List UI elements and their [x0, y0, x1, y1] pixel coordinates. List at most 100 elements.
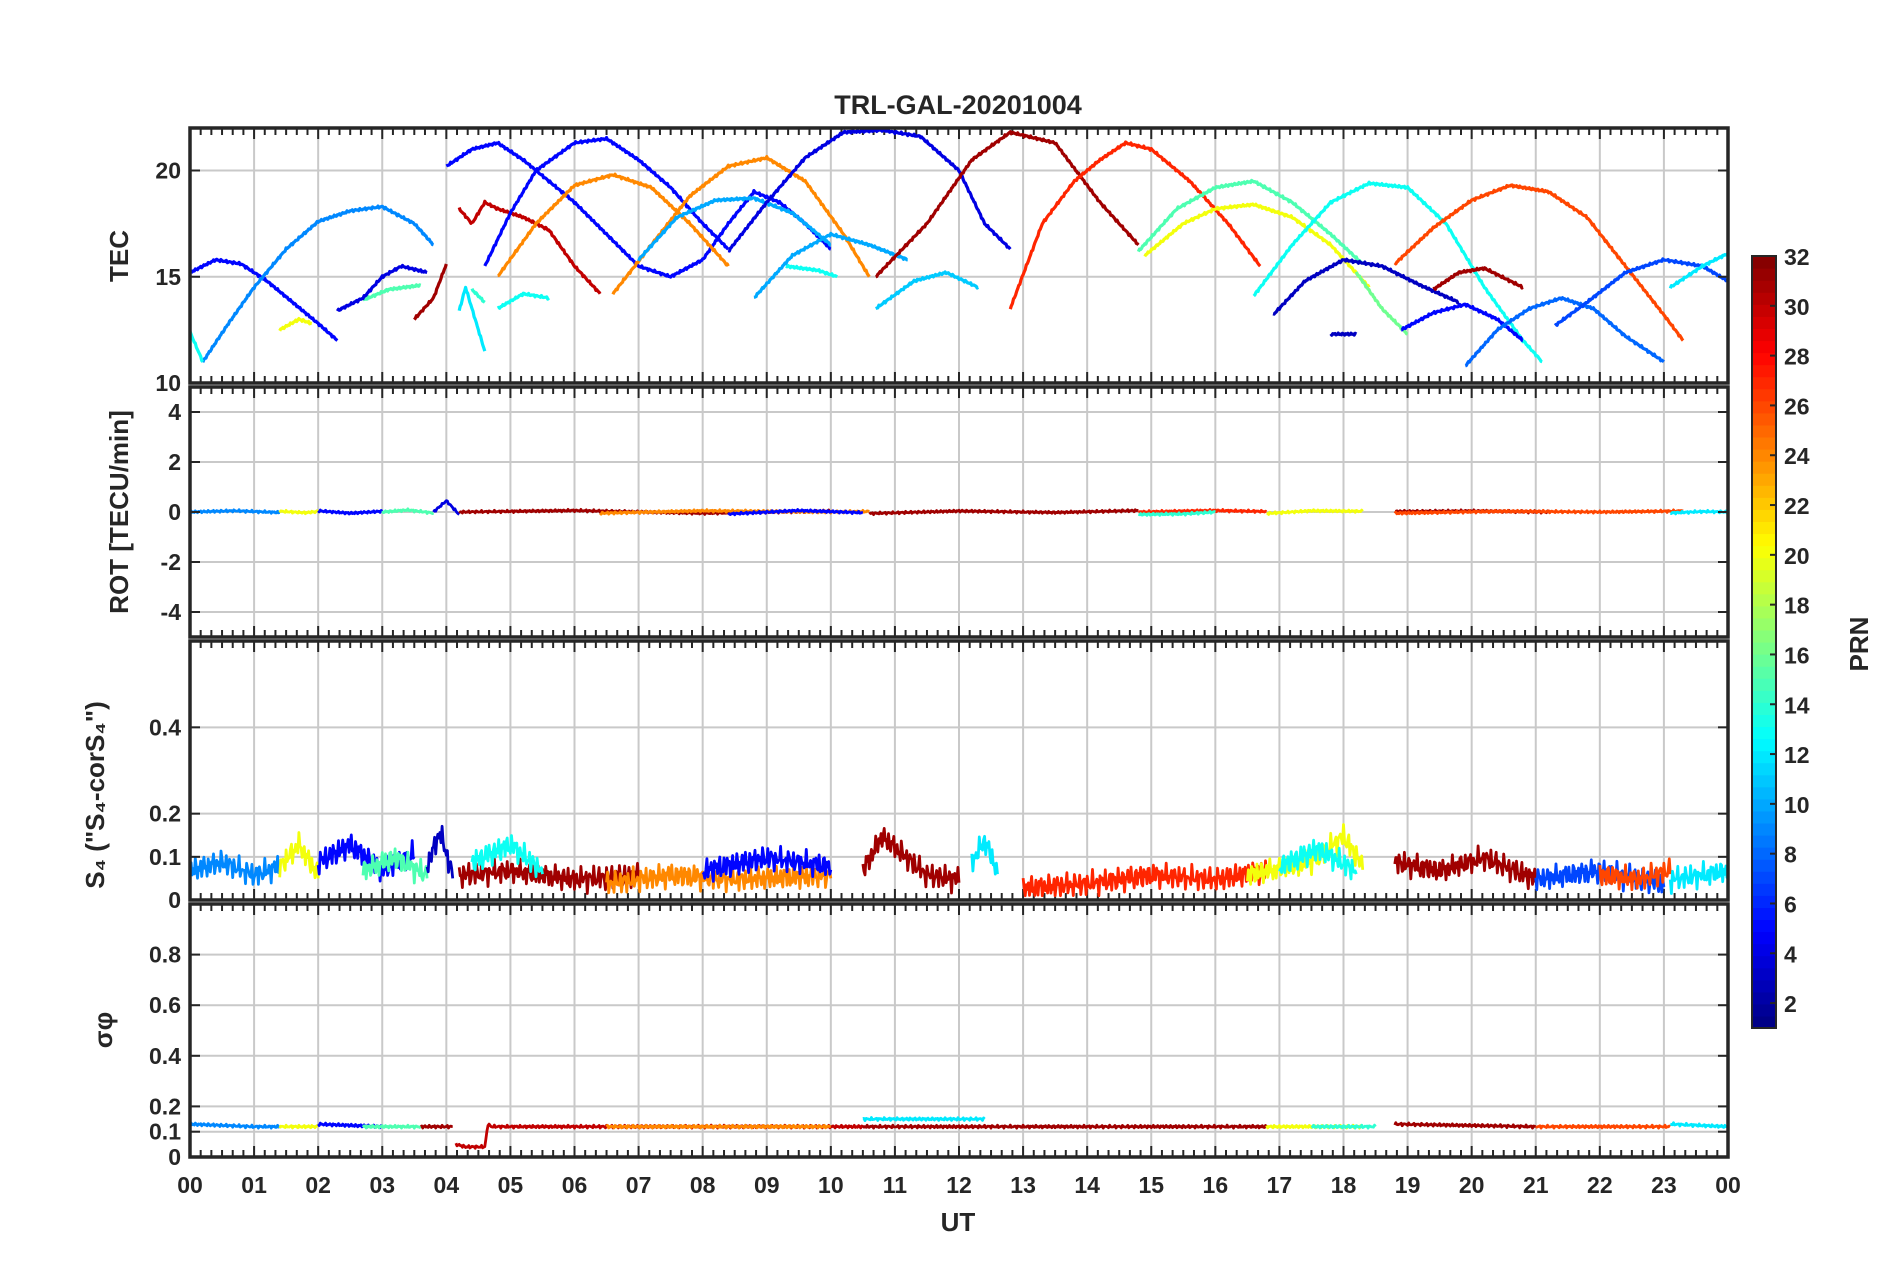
series-line-prn-24 [497, 172, 730, 278]
colorbar-cell [1752, 991, 1776, 1005]
y-tick-labels: 10 15 20 [155, 158, 1728, 396]
series-line-prn-31 [1393, 844, 1538, 891]
x-tick-label: 09 [754, 1172, 780, 1198]
panel-sigma_phi: 00.10.2 0.4 0.6 0.8 σφ [88, 902, 1730, 1170]
series-line-prn-31 [868, 508, 1139, 516]
series-line-prn-9 [190, 508, 281, 515]
series-line-prn-26 [1393, 183, 1685, 342]
colorbar-cell [1752, 617, 1776, 631]
x-tick-label: 00 [1715, 1172, 1741, 1198]
x-tick-label: 19 [1395, 1172, 1421, 1198]
y-tick-label: 0.2 [149, 801, 181, 827]
x-tick-labels: 00 01 02 03 04 05 06 07 08 09 10 11 12 13 14 15 16 17 18 19… [177, 1172, 1741, 1198]
series-group [190, 1116, 1728, 1150]
y-tick-labels: -4 -2 0 2 4 [161, 399, 1728, 625]
x-tick-label: 05 [498, 1172, 524, 1198]
series-line-prn-20 [278, 508, 320, 516]
colorbar-cell [1752, 907, 1776, 921]
colorbar-cell [1752, 545, 1776, 559]
y-axis-label-rot: ROT [TECU/min] [104, 410, 134, 614]
figure-title: TRL-GAL-20201004 [834, 90, 1082, 120]
colorbar-cell [1752, 943, 1776, 957]
colorbar-cell [1752, 847, 1776, 860]
colorbar-cell [1752, 798, 1776, 812]
colorbar-cell [1752, 461, 1776, 474]
series-line-prn-4 [727, 128, 1012, 253]
plot-frame [188, 639, 1730, 902]
colorbar-cell [1752, 919, 1776, 933]
x-tick-label: 11 [883, 1172, 908, 1198]
colorbar-cell [1752, 871, 1776, 884]
series-line-prn-31 [420, 1123, 454, 1130]
colorbar-cell [1752, 292, 1776, 305]
colorbar-cell [1752, 726, 1776, 740]
series-line-prn-9 [190, 849, 281, 886]
series-line-prn-8 [1464, 296, 1665, 368]
y-tick-label: 0 [168, 1144, 181, 1170]
colorbar-cell [1752, 436, 1776, 450]
colorbar-cell [1752, 1003, 1776, 1017]
series-line-prn-11 [875, 270, 980, 311]
colorbar-cell [1752, 256, 1776, 269]
series-line-prn-14 [1137, 509, 1216, 517]
series-line-prn-12 [970, 834, 999, 876]
series-line-prn-20 [1266, 508, 1364, 516]
colorbar-cell [1752, 967, 1776, 981]
colorbar-cell [1752, 1015, 1776, 1029]
colorbar-cell [1752, 569, 1776, 583]
colorbar-cell [1752, 762, 1776, 776]
series-line-prn-5 [190, 257, 339, 342]
series-line-prn-24 [605, 1123, 832, 1130]
colorbar-cell [1752, 376, 1776, 390]
colorbar-tick-label: 10 [1784, 792, 1810, 818]
plot-frame [188, 126, 1730, 385]
y-tick-label: 0.1 [149, 844, 181, 870]
colorbar-cell [1752, 810, 1776, 824]
colorbar-cell [1752, 304, 1776, 317]
x-tick-label: 02 [305, 1172, 331, 1198]
series-line-prn-31 [413, 263, 448, 321]
x-tick-label: 16 [1203, 1172, 1229, 1198]
series-line-prn-5 [483, 135, 730, 267]
x-tick-label: 01 [241, 1172, 267, 1198]
colorbar-cell [1752, 473, 1776, 486]
colorbar-cell [1752, 690, 1776, 703]
series-line-prn-30 [457, 199, 602, 295]
colorbar-cell [1752, 859, 1776, 872]
colorbar-cell [1752, 714, 1776, 728]
series-line-prn-9 [201, 204, 435, 363]
colorbar-cell [1752, 533, 1776, 547]
x-tick-label: 18 [1331, 1172, 1357, 1198]
series-line-prn-13 [470, 834, 544, 879]
colorbar-cell [1752, 979, 1776, 993]
colorbar-cell [1752, 485, 1776, 498]
colorbar-cell [1752, 654, 1776, 667]
series-line-prn-5 [1400, 302, 1524, 343]
colorbar-tick-label: 24 [1784, 443, 1810, 469]
colorbar-tick-label: 12 [1784, 742, 1810, 768]
colorbar-tick-label: 26 [1784, 393, 1810, 419]
series-line-prn-5 [701, 844, 833, 883]
x-tick-label: 23 [1651, 1172, 1677, 1198]
y-axis-label-tec: TEC [104, 230, 134, 282]
series-line-prn-27 [1021, 859, 1268, 898]
series-line-prn-15 [361, 847, 429, 885]
series-line-prn-7 [1553, 257, 1728, 327]
colorbar-cell [1752, 424, 1776, 438]
colorbar-cell [1752, 629, 1776, 643]
x-tick-label: 15 [1138, 1172, 1164, 1198]
series-line-prn-5 [727, 508, 864, 517]
series-line-prn-13 [496, 291, 551, 310]
colorbar-tick-label: 14 [1784, 692, 1810, 718]
colorbar-cell [1752, 666, 1776, 679]
y-tick-label: 20 [155, 158, 181, 184]
series-line-prn-31 [861, 827, 961, 895]
series-line-prn-3 [1329, 331, 1358, 337]
colorbar-cell [1752, 581, 1776, 595]
series-line-prn-12 [1668, 860, 1728, 895]
colorbar-cell [1752, 316, 1776, 329]
series-line-prn-13 [785, 264, 839, 279]
x-tick-label: 04 [434, 1172, 460, 1198]
colorbar-cell [1752, 774, 1776, 788]
